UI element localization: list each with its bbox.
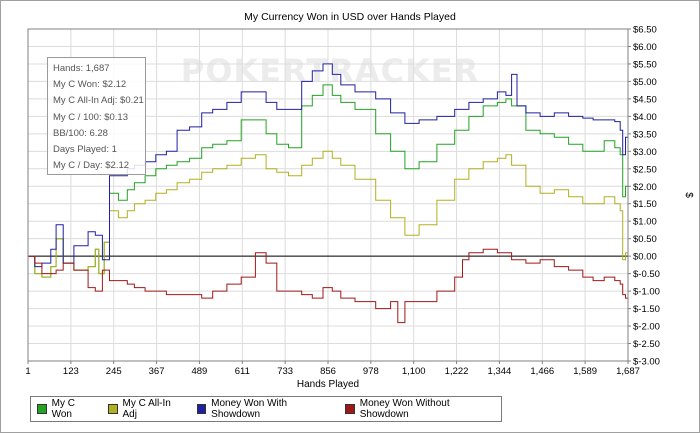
y-tick-label: $0.00 <box>633 252 657 263</box>
legend-label: My C All-In Adj <box>122 398 171 420</box>
legend: My C Won My C All-In Adj Money Won With … <box>30 396 502 422</box>
y-tick-label: $-3.00 <box>633 357 660 368</box>
x-tick-label: 611 <box>235 366 250 377</box>
y-tick-label: $2.50 <box>633 164 657 175</box>
legend-item-all-in-adj[interactable]: My C All-In Adj <box>107 398 185 420</box>
stats-box: Hands: 1,687 My C Won: $2.12 My C All-In… <box>47 57 146 175</box>
legend-swatch-icon <box>345 404 355 414</box>
legend-label: Money Won Without Showdown <box>359 398 450 420</box>
stat-bb-100: BB/100: 6.28 <box>53 127 108 139</box>
y-tick-label: $4.50 <box>633 94 657 105</box>
series-line-3 <box>28 248 629 324</box>
legend-label: Money Won With Showdown <box>211 398 288 420</box>
chart-title: My Currency Won in USD over Hands Played <box>244 11 456 23</box>
y-tick-label: $6.50 <box>633 25 657 36</box>
stat-allin-adj: My C All-In Adj: $0.21 <box>53 95 144 107</box>
series-line-1 <box>28 150 629 278</box>
y-tick-label: $3.00 <box>633 147 657 158</box>
stat-won: My C Won: $2.12 <box>53 79 127 91</box>
y-tick-label: $-2.50 <box>633 339 660 350</box>
x-tick-label: 1,222 <box>445 366 469 377</box>
x-tick-label: 1,466 <box>530 366 554 377</box>
y-tick-label: $0.50 <box>633 234 657 245</box>
y-tick-label: $-2.00 <box>633 322 660 333</box>
y-tick-label: $3.50 <box>633 129 657 140</box>
x-axis-label: Hands Played <box>297 379 359 390</box>
x-tick-label: 1 <box>25 366 30 377</box>
y-tick-label: $6.00 <box>633 42 657 53</box>
legend-item-my-c-won[interactable]: My C Won <box>37 398 96 420</box>
x-tick-label: 367 <box>149 366 165 377</box>
x-tick-label: 123 <box>63 366 79 377</box>
x-tick-label: 856 <box>320 366 336 377</box>
legend-swatch-icon <box>196 404 207 414</box>
legend-item-without-showdown[interactable]: Money Won Without Showdown <box>345 398 495 420</box>
y-tick-label: $-1.00 <box>633 287 660 298</box>
y-tick-label: $5.00 <box>633 77 657 88</box>
y-tick-label: $4.00 <box>633 112 657 123</box>
watermark: POKERTRACKER <box>181 52 480 90</box>
y-tick-label: $-1.50 <box>633 304 660 315</box>
legend-swatch-icon <box>107 404 118 414</box>
y-tick-label: $2.00 <box>633 182 657 193</box>
x-tick-label: 1,344 <box>488 366 512 377</box>
x-tick-label: 1,100 <box>402 366 426 377</box>
x-tick-label: 978 <box>363 366 379 377</box>
stat-per-100: My C / 100: $0.13 <box>53 111 128 123</box>
x-tick-label: 733 <box>277 366 293 377</box>
series-line-2 <box>28 63 628 268</box>
y-tick-label: $5.50 <box>633 59 657 70</box>
legend-label: My C Won <box>51 398 75 420</box>
y-tick-label: $1.50 <box>633 199 657 210</box>
stat-days-played: Days Played: 1 <box>53 144 117 156</box>
legend-item-with-showdown[interactable]: Money Won With Showdown <box>196 398 334 420</box>
stat-per-day: My C / Day: $2.12 <box>53 160 130 172</box>
y-axis-label: $ <box>683 192 694 198</box>
x-tick-label: 489 <box>191 366 207 377</box>
y-tick-label: $1.00 <box>633 217 657 228</box>
y-tick-label: $-0.50 <box>633 269 660 280</box>
legend-swatch-icon <box>37 404 47 414</box>
x-tick-label: 1,687 <box>616 366 640 377</box>
stat-hands: Hands: 1,687 <box>53 63 110 74</box>
x-tick-label: 245 <box>106 366 122 377</box>
x-tick-label: 1,589 <box>573 366 597 377</box>
